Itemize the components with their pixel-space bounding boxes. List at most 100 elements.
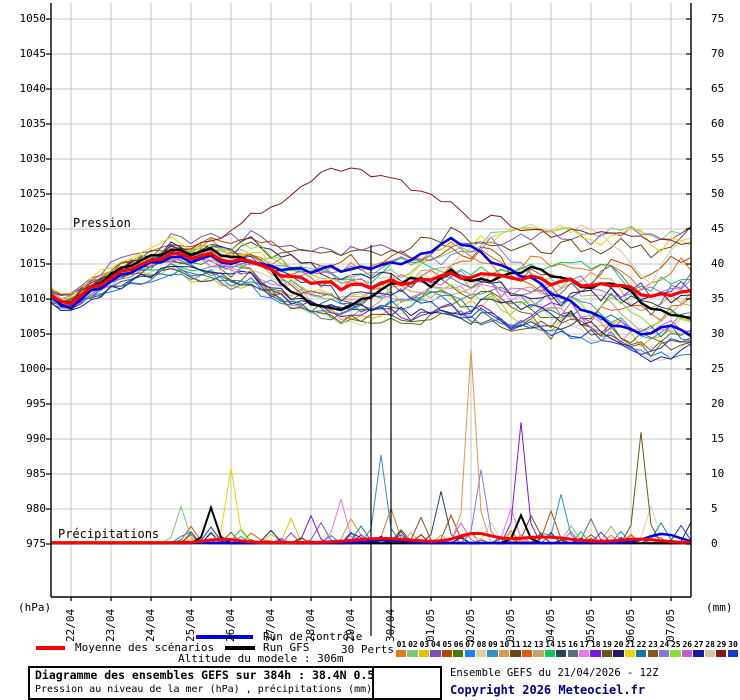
precip-axis-label: 10	[711, 467, 725, 480]
legend-gfs-label: Run GFS	[263, 641, 310, 654]
pert-number: 01	[396, 640, 407, 649]
pressure-axis-label: 1020	[19, 222, 47, 235]
pert-color-swatch	[613, 650, 624, 657]
pert-number: 24	[659, 640, 670, 649]
pert-color-swatch	[441, 650, 453, 657]
pert-color-swatch	[590, 650, 601, 657]
pert-number: 27	[693, 640, 704, 649]
x-date-label: 24/04	[144, 608, 157, 642]
pert-color-swatch	[693, 650, 704, 657]
chart-subtitle: Pression au niveau de la mer (hPa) , pré…	[35, 684, 373, 695]
legend-control-swatch	[196, 635, 253, 639]
x-date-label: 29/04	[344, 608, 357, 642]
pert-color-swatch	[487, 650, 498, 657]
pert-color-swatch	[396, 650, 407, 657]
x-date-label: 22/04	[64, 608, 77, 642]
pert-number: 12	[522, 640, 532, 649]
pert-color-swatch	[727, 650, 738, 657]
perts-count-label: 30 Perts.	[341, 643, 401, 656]
pert-number: 09	[488, 640, 498, 649]
precip-axis-label: 5	[711, 502, 718, 515]
copyright: Copyright 2026 Meteociel.fr	[450, 683, 646, 697]
pert-color-swatch	[601, 650, 613, 657]
x-date-label: 27/04	[264, 608, 277, 642]
pert-color-swatch	[407, 650, 418, 657]
pert-number: 19	[602, 640, 612, 649]
pressure-axis-label: 1015	[19, 257, 47, 270]
pert-color-swatch	[670, 650, 681, 657]
pert-number: 17	[579, 640, 590, 649]
pert-color-swatch	[521, 650, 533, 657]
pert-number: 21	[625, 640, 635, 649]
pressure-axis-label: 1010	[19, 292, 47, 305]
precip-axis-label: 15	[711, 432, 725, 445]
pert-color-swatch	[453, 650, 464, 657]
pert-number: 06	[453, 640, 464, 649]
pert-color-swatch	[498, 650, 510, 657]
pert-number: 07	[465, 640, 475, 649]
chart-title: Diagramme des ensembles GEFS sur 384h : …	[35, 668, 382, 682]
legend-gfs-swatch	[225, 646, 255, 650]
empty-box	[372, 666, 442, 700]
x-date-label: 07/05	[664, 608, 677, 642]
mean-precip-line	[51, 532, 691, 545]
pert-color-swatch	[578, 650, 590, 657]
pressure-axis-label: 1040	[19, 82, 47, 95]
pressure-axis-label: 1030	[19, 152, 47, 165]
pert-number: 13	[533, 640, 544, 649]
title-box: Diagramme des ensembles GEFS sur 384h : …	[28, 666, 381, 700]
pert-number: 25	[670, 640, 681, 649]
pressure-axis-label: 985	[26, 467, 46, 480]
precip-axis-label: 0	[711, 537, 718, 550]
x-date-label: 02/05	[464, 608, 477, 642]
precip-axis-label: 45	[711, 222, 725, 235]
precip-axis-label: 70	[711, 47, 725, 60]
precip-axis-label: 20	[711, 397, 725, 410]
precip-axis-label: 30	[711, 327, 725, 340]
pert-color-swatch	[556, 650, 567, 657]
pert-number: 15	[556, 640, 567, 649]
pert-number: 04	[430, 640, 441, 649]
precip-axis-label: 50	[711, 187, 725, 200]
pressure-axis-label: 990	[26, 432, 46, 445]
pressure-axis-label: 1005	[19, 327, 47, 340]
pert-color-swatch	[533, 650, 544, 657]
pert-number: 29	[716, 640, 727, 649]
pert-color-swatch	[567, 650, 578, 657]
pert-number: 11	[510, 640, 521, 649]
pert-color-swatch	[636, 650, 647, 657]
pert-number: 10	[499, 640, 510, 649]
pert-number: 22	[636, 640, 647, 649]
pressure-axis-label: 1025	[19, 187, 47, 200]
x-date-label: 03/05	[504, 608, 517, 642]
pressure-axis-label: 1045	[19, 47, 47, 60]
precip-axis-label: 40	[711, 257, 725, 270]
pert-color-swatch	[647, 650, 658, 657]
pressure-axis-label: 980	[26, 502, 46, 515]
x-date-label: 30/04	[384, 608, 397, 642]
precip-axis-label: 55	[711, 152, 725, 165]
precip-axis-label: 25	[711, 362, 725, 375]
pressure-axis-label: 975	[26, 537, 46, 550]
pert-number: 30	[728, 640, 738, 649]
right-axis-unit: (mm)	[706, 601, 733, 614]
pert-color-swatch	[624, 650, 635, 657]
pert-number: 20	[613, 640, 624, 649]
pert-color-swatch	[704, 650, 715, 657]
pressure-axis-label: 995	[26, 397, 46, 410]
precip-axis-label: 60	[711, 117, 725, 130]
pert-color-swatch	[510, 650, 521, 657]
mean-pressure-line	[51, 251, 691, 306]
legend-mean-label: Moyenne des scénarios	[75, 641, 215, 654]
pert-number: 26	[682, 640, 693, 649]
pressure-axis-label: 1000	[19, 362, 47, 375]
precip-axis-label: 65	[711, 82, 725, 95]
pert-number: 23	[648, 640, 658, 649]
pert-number: 16	[568, 640, 578, 649]
legend-control-label: Run de contrôle	[263, 630, 363, 643]
pressure-section-label: Pression	[73, 216, 131, 230]
x-date-label: 25/04	[184, 608, 197, 642]
x-date-label: 28/04	[304, 608, 317, 642]
control-pressure-line	[51, 236, 691, 338]
